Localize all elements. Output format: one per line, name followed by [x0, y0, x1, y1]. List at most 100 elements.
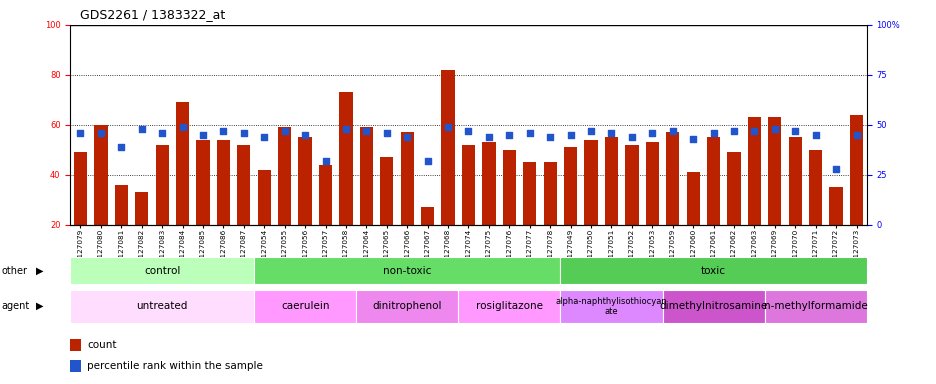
Bar — [503, 150, 516, 275]
Bar — [254, 290, 356, 323]
Point — [583, 128, 598, 134]
Bar — [482, 142, 495, 275]
Bar — [339, 93, 352, 275]
Point — [175, 124, 190, 130]
Point — [502, 132, 517, 138]
Point — [94, 130, 109, 136]
Bar — [458, 290, 560, 323]
Point — [277, 128, 292, 134]
Point — [73, 130, 88, 136]
Point — [358, 128, 373, 134]
Point — [113, 144, 128, 150]
Bar — [254, 257, 560, 284]
Bar — [70, 360, 80, 372]
Point — [685, 136, 700, 142]
Bar — [114, 185, 128, 275]
Bar — [584, 140, 597, 275]
Point — [317, 158, 332, 164]
Point — [767, 126, 782, 132]
Point — [706, 130, 721, 136]
Text: ▶: ▶ — [36, 301, 43, 311]
Bar — [560, 290, 662, 323]
Text: dimethylnitrosamine: dimethylnitrosamine — [659, 301, 767, 311]
Point — [196, 132, 211, 138]
Bar — [70, 257, 254, 284]
Bar — [197, 140, 210, 275]
Text: GDS2261 / 1383322_at: GDS2261 / 1383322_at — [80, 8, 225, 21]
Bar — [522, 162, 535, 275]
Text: alpha-naphthylisothiocyan
ate: alpha-naphthylisothiocyan ate — [555, 296, 666, 316]
Bar — [849, 115, 862, 275]
Point — [298, 132, 313, 138]
Bar — [401, 132, 414, 275]
Bar — [359, 127, 373, 275]
Bar — [686, 172, 699, 275]
Point — [644, 130, 659, 136]
Text: non-toxic: non-toxic — [383, 266, 431, 276]
Bar — [441, 70, 454, 275]
Point — [440, 124, 455, 130]
Bar — [95, 125, 108, 275]
Bar — [216, 140, 230, 275]
Bar — [828, 187, 841, 275]
Bar — [764, 290, 866, 323]
Text: agent: agent — [2, 301, 30, 311]
Point — [134, 126, 149, 132]
Point — [563, 132, 578, 138]
Point — [725, 128, 740, 134]
Bar — [726, 152, 739, 275]
Text: count: count — [87, 340, 116, 350]
Point — [808, 132, 823, 138]
Bar — [237, 145, 250, 275]
Bar — [420, 207, 433, 275]
Bar — [176, 103, 189, 275]
Bar — [662, 290, 764, 323]
Bar — [788, 137, 801, 275]
Bar — [461, 145, 475, 275]
Point — [827, 166, 842, 172]
Point — [154, 130, 169, 136]
Text: ▶: ▶ — [36, 266, 43, 276]
Bar — [155, 145, 168, 275]
Point — [542, 134, 557, 140]
Bar — [624, 145, 637, 275]
Point — [256, 134, 271, 140]
Bar — [768, 118, 781, 275]
Bar — [299, 137, 312, 275]
Point — [787, 128, 802, 134]
Bar — [356, 290, 458, 323]
Bar — [604, 137, 618, 275]
Bar — [257, 170, 271, 275]
Bar — [543, 162, 556, 275]
Text: control: control — [144, 266, 180, 276]
Point — [338, 126, 353, 132]
Text: untreated: untreated — [137, 301, 187, 311]
Text: rosiglitazone: rosiglitazone — [475, 301, 542, 311]
Text: percentile rank within the sample: percentile rank within the sample — [87, 361, 263, 371]
Bar — [706, 137, 720, 275]
Point — [481, 134, 496, 140]
Bar — [560, 257, 866, 284]
Point — [400, 134, 415, 140]
Point — [236, 130, 251, 136]
Point — [379, 130, 394, 136]
Bar — [70, 290, 254, 323]
Bar — [278, 127, 291, 275]
Bar — [747, 118, 760, 275]
Text: toxic: toxic — [700, 266, 725, 276]
Bar — [70, 339, 80, 351]
Bar — [135, 192, 148, 275]
Bar — [645, 142, 658, 275]
Point — [461, 128, 475, 134]
Point — [215, 128, 230, 134]
Bar — [318, 165, 332, 275]
Bar — [563, 147, 577, 275]
Point — [419, 158, 434, 164]
Point — [848, 132, 863, 138]
Text: n-methylformamide: n-methylformamide — [763, 301, 867, 311]
Bar — [380, 157, 393, 275]
Point — [665, 128, 680, 134]
Text: dinitrophenol: dinitrophenol — [373, 301, 442, 311]
Point — [521, 130, 536, 136]
Point — [604, 130, 619, 136]
